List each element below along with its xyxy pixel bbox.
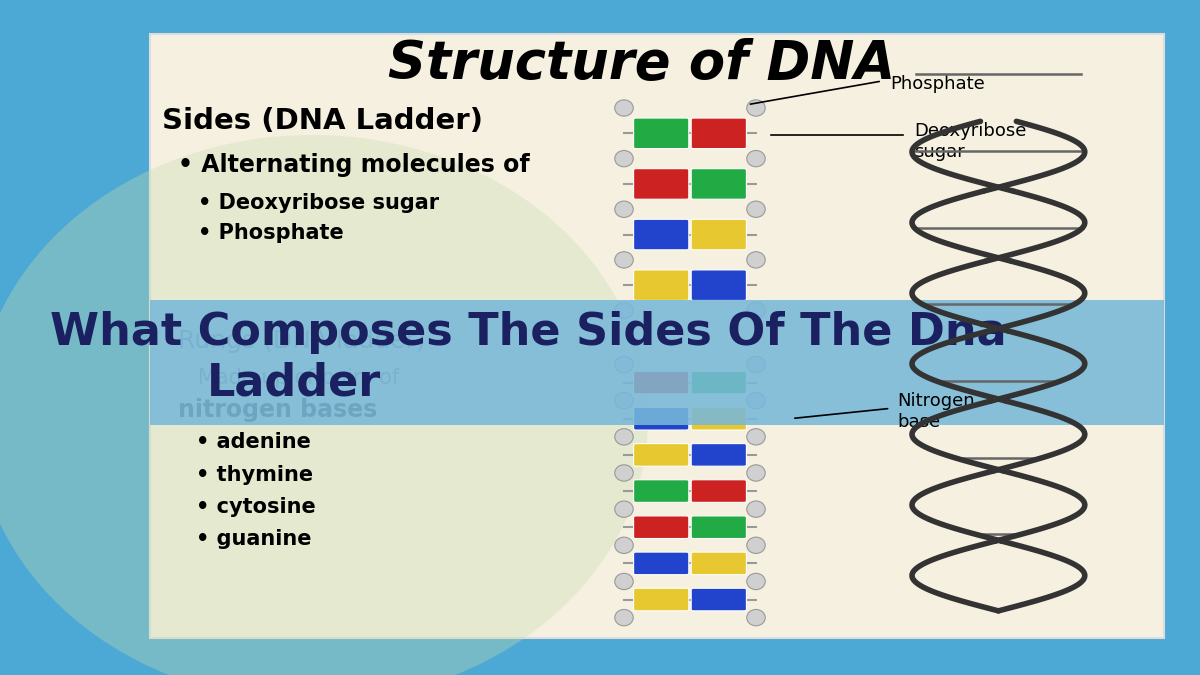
FancyBboxPatch shape [634,443,689,466]
Text: Rungs (DNA ladder): Rungs (DNA ladder) [178,329,425,353]
FancyBboxPatch shape [634,408,689,430]
FancyBboxPatch shape [634,118,689,148]
Text: Nitrogen
base: Nitrogen base [898,392,976,431]
Ellipse shape [614,100,634,116]
FancyBboxPatch shape [634,480,689,502]
FancyBboxPatch shape [634,219,689,250]
FancyBboxPatch shape [691,443,746,466]
Ellipse shape [746,537,766,554]
FancyBboxPatch shape [691,588,746,611]
FancyBboxPatch shape [634,588,689,611]
FancyBboxPatch shape [634,270,689,300]
Ellipse shape [614,465,634,481]
Text: Ladder: Ladder [206,362,382,405]
Text: • adenine: • adenine [196,432,311,452]
Ellipse shape [746,429,766,445]
Ellipse shape [614,201,634,217]
Ellipse shape [614,573,634,590]
Ellipse shape [614,537,634,554]
Ellipse shape [746,151,766,167]
Ellipse shape [614,151,634,167]
FancyBboxPatch shape [691,408,746,430]
Text: • Deoxyribose sugar: • Deoxyribose sugar [198,192,439,213]
Ellipse shape [614,356,634,373]
FancyBboxPatch shape [691,219,746,250]
Text: • thymine: • thymine [196,464,313,485]
Text: Structure of DNA: Structure of DNA [389,38,895,90]
Ellipse shape [746,465,766,481]
Text: • Phosphate: • Phosphate [198,223,343,243]
Text: What Composes The Sides Of The Dna: What Composes The Sides Of The Dna [49,310,1007,354]
Text: Phosphate: Phosphate [890,76,985,93]
Ellipse shape [746,392,766,409]
Text: Made up of pairs of: Made up of pairs of [198,368,400,388]
Ellipse shape [746,302,766,319]
Ellipse shape [746,252,766,268]
Ellipse shape [614,392,634,409]
FancyBboxPatch shape [691,552,746,574]
Ellipse shape [614,610,634,626]
FancyBboxPatch shape [634,371,689,394]
Text: nitrogen bases: nitrogen bases [178,398,377,422]
Bar [150,34,1164,638]
Ellipse shape [746,501,766,517]
Bar [150,300,1164,425]
Text: Deoxyribose
sugar: Deoxyribose sugar [914,122,1027,161]
FancyBboxPatch shape [634,516,689,539]
FancyBboxPatch shape [691,516,746,539]
Ellipse shape [614,429,634,445]
Text: Sides (DNA Ladder): Sides (DNA Ladder) [162,107,482,136]
Ellipse shape [0,135,648,675]
FancyBboxPatch shape [634,552,689,574]
FancyBboxPatch shape [691,270,746,300]
Ellipse shape [614,302,634,319]
Ellipse shape [746,201,766,217]
Ellipse shape [614,501,634,517]
FancyBboxPatch shape [691,371,746,394]
Ellipse shape [746,356,766,373]
FancyBboxPatch shape [691,169,746,199]
FancyBboxPatch shape [634,169,689,199]
Text: • Alternating molecules of: • Alternating molecules of [178,153,529,178]
Ellipse shape [746,573,766,590]
Ellipse shape [614,252,634,268]
Ellipse shape [746,610,766,626]
FancyBboxPatch shape [691,118,746,148]
Ellipse shape [746,100,766,116]
FancyBboxPatch shape [691,480,746,502]
Text: • guanine: • guanine [196,529,311,549]
Text: • cytosine: • cytosine [196,497,316,517]
